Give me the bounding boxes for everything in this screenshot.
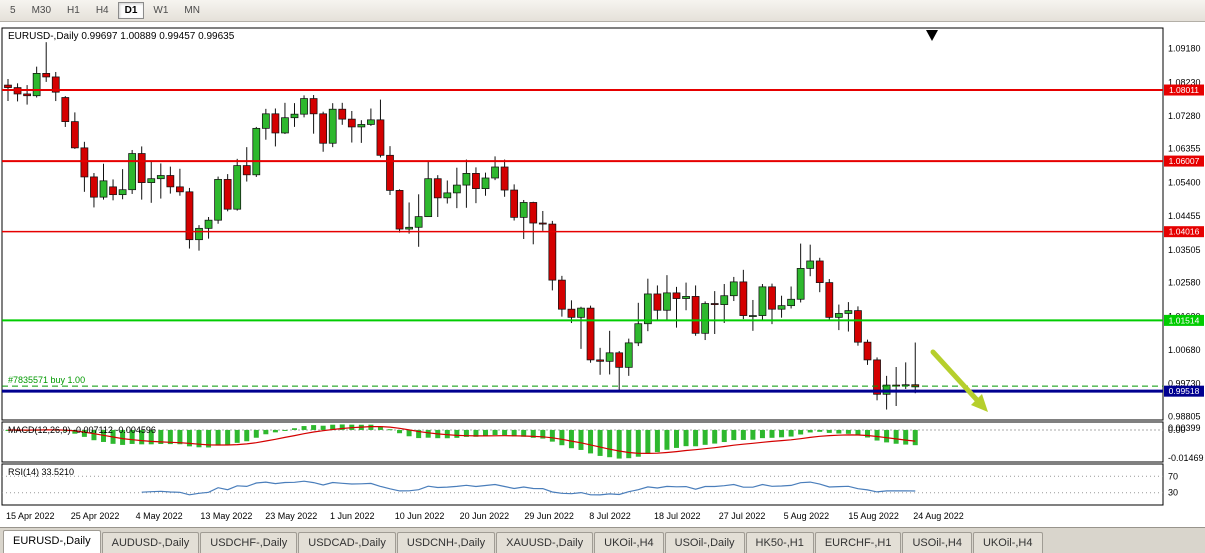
price-axis: 1.09180 1.08230 1.07280 1.06355 1.05400 1.044…	[1168, 44, 1201, 422]
chart-tab-usoil-daily[interactable]: USOil-,Daily	[664, 532, 745, 553]
chart-tab-usoil-h4[interactable]: USOil-,H4	[902, 532, 972, 553]
price-axis-label: 1.05400	[1168, 178, 1201, 188]
date-label: 20 Jun 2022	[460, 511, 510, 521]
price-tag	[1164, 84, 1204, 96]
chart-tab-usdcad-daily[interactable]: USDCAD-,Daily	[298, 532, 396, 553]
chart-tab-usdchf-daily[interactable]: USDCHF-,Daily	[200, 532, 298, 553]
timeframe-button-h4[interactable]: H4	[95, 5, 109, 16]
price-tag-label: 1.06007	[1169, 156, 1200, 166]
price-tag-label: 1.04016	[1169, 227, 1200, 237]
timeframe-button-d1[interactable]: D1	[117, 2, 145, 19]
price-tag	[1164, 385, 1204, 397]
position-label: #7835571 buy 1.00	[8, 375, 85, 385]
chart-tab-eurusd-daily[interactable]: EURUSD-,Daily	[3, 530, 101, 553]
trend-arrow[interactable]	[930, 349, 988, 412]
price-tag	[1164, 155, 1204, 167]
chart-tab-eurchf-h1[interactable]: EURCHF-,H1	[814, 532, 902, 553]
date-label: 27 Jul 2022	[719, 511, 766, 521]
date-label: 24 Aug 2022	[913, 511, 964, 521]
price-chart: 1.09180 1.08230 1.07280 1.06355 1.05400 1.044…	[1, 27, 1204, 521]
date-label: 5 Aug 2022	[784, 511, 830, 521]
price-axis-label: 1.09180	[1168, 44, 1201, 54]
rsi-level-label: 70	[1168, 471, 1178, 481]
macd-axis-label: 0.00	[1168, 425, 1186, 435]
price-tag-label: 1.08011	[1169, 85, 1199, 95]
rsi-label: RSI(14) 33.5210	[8, 467, 74, 477]
date-label: 1 Jun 2022	[330, 511, 375, 521]
rsi-line	[141, 480, 916, 496]
date-label: 15 Aug 2022	[848, 511, 899, 521]
date-label: 29 Jun 2022	[524, 511, 574, 521]
main-chart-panel	[1, 27, 1164, 421]
price-axis-label: 1.02580	[1168, 278, 1201, 288]
chart-shift-marker[interactable]	[926, 30, 938, 41]
timeframe-button-w1[interactable]: W1	[153, 5, 169, 16]
chart-tab-ukoil-h4[interactable]: UKOil-,H4	[972, 532, 1043, 553]
date-label: 4 May 2022	[136, 511, 183, 521]
chart-tab-hk50-h1[interactable]: HK50-,H1	[745, 532, 814, 553]
date-label: 13 May 2022	[200, 511, 252, 521]
ohlc-title: EURUSD-,Daily 0.99697 1.00889 0.99457 0.…	[8, 31, 235, 42]
date-label: 25 Apr 2022	[71, 511, 120, 521]
timeframe-button-m30[interactable]: M30	[31, 5, 52, 16]
date-label: 15 Apr 2022	[6, 511, 55, 521]
timeframe-button-h1[interactable]: H1	[67, 5, 80, 16]
date-axis: 15 Apr 2022 25 Apr 2022 4 May 2022 13 May 2…	[6, 511, 964, 521]
rsi-panel	[1, 463, 1164, 506]
date-label: 23 May 2022	[265, 511, 317, 521]
date-label: 10 Jun 2022	[395, 511, 445, 521]
price-axis-label: 1.08230	[1168, 77, 1201, 87]
price-tag	[1164, 314, 1204, 326]
chart-tab-xauusd-daily[interactable]: XAUUSD-,Daily	[496, 532, 594, 553]
horizontal-level-lines: 1.08011 1.06007 1.04016 1.01514 0.99518	[2, 84, 1204, 397]
price-tag-label: 1.01514	[1169, 315, 1200, 325]
date-label: 8 Jul 2022	[589, 511, 631, 521]
symbol-tabbar: EURUSD-,Daily AUDUSD-,Daily USDCHF-,Daily U…	[0, 527, 1205, 553]
chart-tab-ukoil-h4[interactable]: UKOil-,H4	[594, 532, 664, 553]
macd-signal-line	[8, 426, 916, 455]
rsi-level-label: 30	[1168, 488, 1178, 498]
price-tag-label: 0.99518	[1169, 386, 1200, 396]
price-tag	[1164, 226, 1204, 238]
macd-axis-label: -0.01469	[1168, 453, 1204, 463]
timeframe-toolbar: 5 M30 H1 H4 D1 W1 MN	[0, 0, 1205, 22]
chart-tab-usdcnh-daily[interactable]: USDCNH-,Daily	[396, 532, 496, 553]
chart-window: 1.09180 1.08230 1.07280 1.06355 1.05400 1.044…	[0, 22, 1205, 527]
price-axis-label: 1.06355	[1168, 144, 1201, 154]
price-axis-label: 1.07280	[1168, 111, 1201, 121]
timeframe-button-5[interactable]: 5	[10, 5, 16, 16]
price-axis-label: 1.04455	[1168, 211, 1201, 221]
price-axis-label: 1.03505	[1168, 245, 1201, 255]
price-axis-label: 0.99730	[1168, 379, 1201, 389]
macd-label: MACD(12,26,9) -0.007112 -0.004596	[8, 425, 156, 435]
date-label: 18 Jul 2022	[654, 511, 701, 521]
candlesticks	[4, 42, 920, 410]
macd-histogram	[5, 424, 918, 459]
price-axis-label: 1.00680	[1168, 345, 1201, 355]
price-axis-label: 0.98805	[1168, 411, 1201, 421]
chart-tab-audusd-daily[interactable]: AUDUSD-,Daily	[101, 532, 200, 553]
timeframe-button-mn[interactable]: MN	[184, 5, 200, 16]
macd-axis-label: 0.00399	[1168, 423, 1201, 433]
